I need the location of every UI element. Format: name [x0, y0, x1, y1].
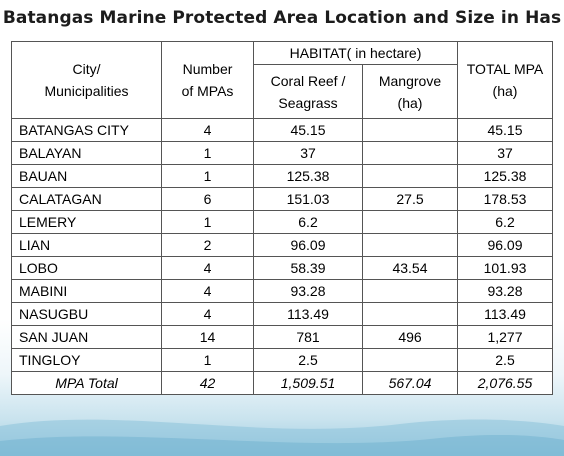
- cell-coral: 6.2: [253, 210, 363, 234]
- header-number-line2: of MPAs: [181, 83, 234, 99]
- header-coral-line1: Coral Reef /: [270, 72, 346, 89]
- total-total: 2,076.55: [457, 371, 553, 395]
- cell-total: 96.09: [457, 233, 553, 257]
- header-habitat: HABITAT( in hectare): [253, 41, 458, 65]
- cell-total: 101.93: [457, 256, 553, 280]
- cell-city: BALAYAN: [11, 141, 162, 165]
- header-coral-line2: Seagrass: [278, 94, 338, 111]
- cell-mangrove: [362, 164, 458, 188]
- cell-total: 178.53: [457, 187, 553, 211]
- cell-total: 113.49: [457, 302, 553, 326]
- header-city-line2: Municipalities: [44, 83, 129, 99]
- cell-coral: 93.28: [253, 279, 363, 303]
- cell-number: 1: [161, 164, 254, 188]
- table-row: CALATAGAN 6 151.03 27.5 178.53: [11, 187, 553, 211]
- cell-number: 4: [161, 279, 254, 303]
- cell-coral: 37: [253, 141, 363, 165]
- cell-mangrove: [362, 279, 458, 303]
- cell-number: 6: [161, 187, 254, 211]
- cell-city: TINGLOY: [11, 348, 162, 372]
- cell-number: 14: [161, 325, 254, 349]
- table-row: LEMERY 1 6.2 6.2: [11, 210, 553, 234]
- cell-mangrove: [362, 302, 458, 326]
- header-mangrove-line2: (ha): [397, 94, 423, 111]
- header-total-line2: (ha): [492, 83, 518, 99]
- cell-coral: 96.09: [253, 233, 363, 257]
- cell-city: LIAN: [11, 233, 162, 257]
- cell-city: NASUGBU: [11, 302, 162, 326]
- table-row: BAUAN 1 125.38 125.38: [11, 164, 553, 188]
- cell-number: 4: [161, 256, 254, 280]
- header-mangrove-line1: Mangrove: [378, 72, 442, 89]
- table-row: BALAYAN 1 37 37: [11, 141, 553, 165]
- total-label: MPA Total: [11, 371, 162, 395]
- cell-city: BATANGAS CITY: [11, 118, 162, 142]
- cell-number: 4: [161, 118, 254, 142]
- table-row: LOBO 4 58.39 43.54 101.93: [11, 256, 553, 280]
- cell-coral: 58.39: [253, 256, 363, 280]
- table-row: MABINI 4 93.28 93.28: [11, 279, 553, 303]
- cell-total: 125.38: [457, 164, 553, 188]
- cell-mangrove: [362, 348, 458, 372]
- cell-mangrove: [362, 233, 458, 257]
- total-coral: 1,509.51: [253, 371, 363, 395]
- header-number-line1: Number: [182, 61, 233, 77]
- table-row: SAN JUAN 14 781 496 1,277: [11, 325, 553, 349]
- cell-city: CALATAGAN: [11, 187, 162, 211]
- total-mangrove: 567.04: [362, 371, 458, 395]
- cell-total: 2.5: [457, 348, 553, 372]
- total-number: 42: [161, 371, 254, 395]
- header-number: Number of MPAs: [161, 41, 254, 119]
- cell-total: 45.15: [457, 118, 553, 142]
- cell-total: 1,277: [457, 325, 553, 349]
- cell-coral: 2.5: [253, 348, 363, 372]
- header-city: City/ Municipalities: [11, 41, 162, 119]
- cell-number: 1: [161, 348, 254, 372]
- cell-city: MABINI: [11, 279, 162, 303]
- cell-city: SAN JUAN: [11, 325, 162, 349]
- header-coral: Coral Reef / Seagrass: [253, 64, 363, 119]
- total-row: MPA Total 42 1,509.51 567.04 2,076.55: [11, 371, 553, 395]
- header-total: TOTAL MPA (ha): [457, 41, 553, 119]
- mpa-table: City/ Municipalities Number of MPAs HABI…: [11, 41, 553, 395]
- cell-number: 2: [161, 233, 254, 257]
- cell-mangrove: [362, 210, 458, 234]
- header-city-line1: City/: [72, 61, 101, 77]
- cell-mangrove: 27.5: [362, 187, 458, 211]
- cell-city: BAUAN: [11, 164, 162, 188]
- cell-total: 6.2: [457, 210, 553, 234]
- cell-coral: 45.15: [253, 118, 363, 142]
- cell-number: 4: [161, 302, 254, 326]
- cell-number: 1: [161, 141, 254, 165]
- cell-coral: 125.38: [253, 164, 363, 188]
- cell-mangrove: 43.54: [362, 256, 458, 280]
- cell-coral: 113.49: [253, 302, 363, 326]
- table-row: BATANGAS CITY 4 45.15 45.15: [11, 118, 553, 142]
- cell-total: 37: [457, 141, 553, 165]
- cell-mangrove: 496: [362, 325, 458, 349]
- cell-city: LEMERY: [11, 210, 162, 234]
- cell-total: 93.28: [457, 279, 553, 303]
- table-row: LIAN 2 96.09 96.09: [11, 233, 553, 257]
- cell-number: 1: [161, 210, 254, 234]
- cell-mangrove: [362, 118, 458, 142]
- page-title: Batangas Marine Protected Area Location …: [2, 8, 562, 28]
- cell-coral: 781: [253, 325, 363, 349]
- cell-city: LOBO: [11, 256, 162, 280]
- cell-mangrove: [362, 141, 458, 165]
- table-row: TINGLOY 1 2.5 2.5: [11, 348, 553, 372]
- header-mangrove: Mangrove (ha): [362, 64, 458, 119]
- header-total-line1: TOTAL MPA: [466, 61, 544, 77]
- wave-decoration: [0, 419, 564, 456]
- cell-coral: 151.03: [253, 187, 363, 211]
- table-row: NASUGBU 4 113.49 113.49: [11, 302, 553, 326]
